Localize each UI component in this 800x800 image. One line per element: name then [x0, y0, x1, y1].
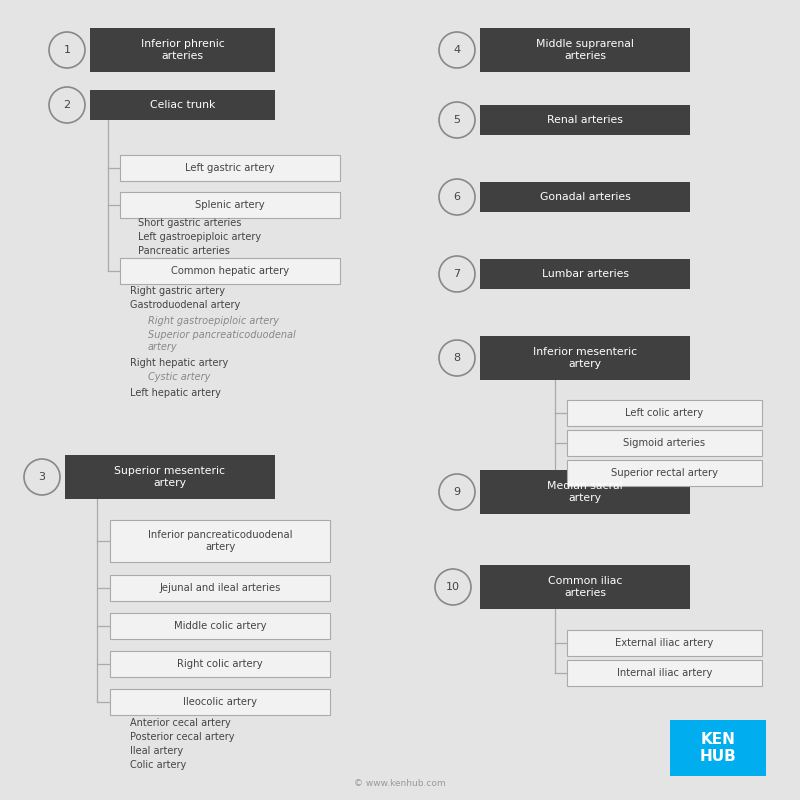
Text: 4: 4 — [454, 45, 461, 55]
Circle shape — [439, 256, 475, 292]
Text: 3: 3 — [38, 472, 46, 482]
Bar — [567, 430, 762, 456]
Circle shape — [439, 340, 475, 376]
Text: Colic artery: Colic artery — [130, 760, 186, 770]
Text: Internal iliac artery: Internal iliac artery — [617, 668, 712, 678]
Text: Pancreatic arteries: Pancreatic arteries — [138, 246, 230, 256]
Text: Sigmoid arteries: Sigmoid arteries — [623, 438, 706, 448]
Text: Gonadal arteries: Gonadal arteries — [540, 192, 630, 202]
Text: Right hepatic artery: Right hepatic artery — [130, 358, 228, 368]
Bar — [120, 258, 340, 284]
Text: 10: 10 — [446, 582, 460, 592]
Text: 8: 8 — [454, 353, 461, 363]
Bar — [110, 651, 330, 677]
Text: Lumbar arteries: Lumbar arteries — [542, 269, 629, 279]
Text: Common hepatic artery: Common hepatic artery — [171, 266, 289, 276]
Text: Superior pancreaticoduodenal
artery: Superior pancreaticoduodenal artery — [148, 330, 296, 352]
Text: Left colic artery: Left colic artery — [626, 408, 703, 418]
Bar — [567, 660, 762, 686]
Text: 9: 9 — [454, 487, 461, 497]
Circle shape — [439, 102, 475, 138]
Bar — [480, 259, 690, 289]
Circle shape — [49, 87, 85, 123]
Text: Cystic artery: Cystic artery — [148, 372, 210, 382]
Bar — [567, 630, 762, 656]
Bar — [480, 182, 690, 212]
Text: 7: 7 — [454, 269, 461, 279]
Circle shape — [49, 32, 85, 68]
Text: Superior mesenteric
artery: Superior mesenteric artery — [114, 466, 226, 488]
Bar — [480, 28, 690, 72]
Text: Anterior cecal artery: Anterior cecal artery — [130, 718, 230, 728]
Text: Ileocolic artery: Ileocolic artery — [183, 697, 257, 707]
Text: Renal arteries: Renal arteries — [547, 115, 623, 125]
Circle shape — [439, 32, 475, 68]
Bar — [567, 400, 762, 426]
Bar — [480, 565, 690, 609]
Text: KEN
HUB: KEN HUB — [700, 732, 736, 764]
Text: Inferior pancreaticoduodenal
artery: Inferior pancreaticoduodenal artery — [148, 530, 292, 552]
Bar — [120, 155, 340, 181]
Bar — [480, 105, 690, 135]
Text: Inferior mesenteric
artery: Inferior mesenteric artery — [533, 347, 637, 370]
Text: Celiac trunk: Celiac trunk — [150, 100, 215, 110]
Bar — [110, 689, 330, 715]
Text: 1: 1 — [63, 45, 70, 55]
Text: Jejunal and ileal arteries: Jejunal and ileal arteries — [159, 583, 281, 593]
Text: Inferior phrenic
arteries: Inferior phrenic arteries — [141, 38, 224, 62]
Text: 5: 5 — [454, 115, 461, 125]
Text: Common iliac
arteries: Common iliac arteries — [548, 576, 622, 598]
Bar — [567, 460, 762, 486]
Text: Superior rectal artery: Superior rectal artery — [611, 468, 718, 478]
Text: Right gastroepiploic artery: Right gastroepiploic artery — [148, 316, 279, 326]
Text: © www.kenhub.com: © www.kenhub.com — [354, 778, 446, 787]
Text: Middle colic artery: Middle colic artery — [174, 621, 266, 631]
Text: Splenic artery: Splenic artery — [195, 200, 265, 210]
Text: Left gastroepiploic artery: Left gastroepiploic artery — [138, 232, 261, 242]
Bar — [110, 575, 330, 601]
Bar — [90, 90, 275, 120]
Text: Short gastric arteries: Short gastric arteries — [138, 218, 242, 228]
Text: Gastroduodenal artery: Gastroduodenal artery — [130, 300, 240, 310]
Text: 2: 2 — [63, 100, 70, 110]
Text: Ileal artery: Ileal artery — [130, 746, 183, 756]
Text: External iliac artery: External iliac artery — [615, 638, 714, 648]
Bar — [90, 28, 275, 72]
Text: Middle suprarenal
arteries: Middle suprarenal arteries — [536, 38, 634, 62]
Text: Left gastric artery: Left gastric artery — [186, 163, 274, 173]
Text: 6: 6 — [454, 192, 461, 202]
Circle shape — [439, 474, 475, 510]
Bar — [480, 336, 690, 380]
Circle shape — [439, 179, 475, 215]
Circle shape — [24, 459, 60, 495]
Text: Right colic artery: Right colic artery — [177, 659, 263, 669]
Circle shape — [435, 569, 471, 605]
Text: Left hepatic artery: Left hepatic artery — [130, 388, 221, 398]
Bar — [120, 192, 340, 218]
Bar — [110, 613, 330, 639]
Text: Median sacral
artery: Median sacral artery — [547, 481, 623, 503]
Bar — [480, 470, 690, 514]
Bar — [670, 720, 766, 776]
Text: Right gastric artery: Right gastric artery — [130, 286, 225, 296]
Bar — [65, 455, 275, 499]
Text: Posterior cecal artery: Posterior cecal artery — [130, 732, 234, 742]
Bar — [110, 520, 330, 562]
